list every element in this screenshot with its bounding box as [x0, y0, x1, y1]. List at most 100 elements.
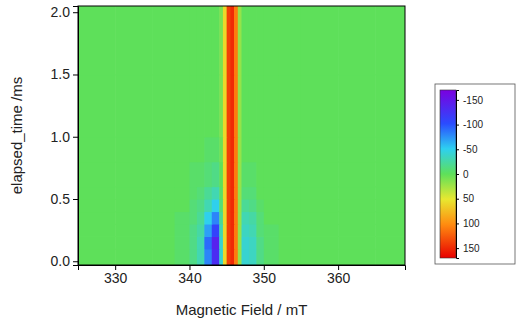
heatmap-cell [189, 224, 197, 237]
heatmap-cell [212, 211, 220, 224]
heatmap-cell [230, 187, 234, 200]
heatmap-cell [204, 162, 212, 188]
colorbar-tick: -100 [456, 119, 483, 130]
heatmap-cell [238, 187, 242, 200]
heatmap-cell [152, 211, 175, 224]
heatmap-cell [375, 162, 405, 188]
heatmap-cell [338, 249, 376, 265]
heatmap-cell [204, 211, 212, 224]
heatmap-cell [78, 249, 116, 265]
heatmap-cell [175, 224, 190, 237]
heatmap-cell [175, 199, 190, 212]
colorbar-axis-line [457, 91, 460, 259]
heatmap-cell [338, 211, 376, 224]
heatmap-cell [175, 211, 190, 224]
heatmap-cell [301, 137, 339, 163]
heatmap-cell [264, 236, 279, 249]
heatmap-cell [212, 199, 220, 212]
heatmap-cell [212, 236, 220, 249]
heatmap-cell [212, 249, 220, 265]
heatmap-cell [227, 74, 231, 137]
colorbar-axis: -150-100-50050100150 [456, 91, 483, 259]
heatmap-cell [279, 74, 302, 137]
heatmap-cell [375, 74, 405, 137]
heatmap-cell [238, 6, 242, 75]
heatmap-cell [204, 187, 212, 200]
heatmap-cell [234, 162, 238, 188]
heatmap-cell [230, 236, 234, 249]
heatmap-cell [242, 224, 250, 237]
heatmap-cell [301, 236, 339, 249]
x-axis: 330340350360 [79, 265, 406, 286]
colorbar-tick: -150 [456, 95, 483, 106]
heatmap-cell [338, 6, 376, 75]
heatmap-cell [175, 137, 190, 163]
heatmap-cell [234, 199, 238, 212]
heatmap-cell [204, 74, 212, 137]
heatmap-cell [264, 249, 279, 265]
heatmap-cell [301, 211, 339, 224]
heatmap-cell [256, 249, 264, 265]
heatmap-cell [234, 187, 238, 200]
heatmap-cell [238, 249, 242, 265]
heatmap-cell [204, 137, 212, 163]
heatmap-cell [223, 236, 227, 249]
y-tick-mark [73, 74, 78, 75]
heatmap-cell [219, 6, 223, 75]
heatmap-cell [78, 211, 116, 224]
heatmap-cell [375, 211, 405, 224]
heatmap-cell [227, 187, 231, 200]
heatmap-cell [78, 199, 116, 212]
y-tick-label: 2.0 [51, 4, 71, 20]
y-axis-line [73, 7, 79, 266]
y-tick: 2.0 [51, 4, 78, 20]
heatmap-cell [279, 199, 302, 212]
heatmap-cell [115, 199, 153, 212]
heatmap-cell [204, 236, 212, 249]
heatmap-cell [238, 137, 242, 163]
heatmap-cell [279, 137, 302, 163]
heatmap-cell [301, 162, 339, 188]
heatmap-cell [264, 211, 279, 224]
heatmap-cell [249, 211, 257, 224]
heatmap-cell [375, 187, 405, 200]
heatmap-cell [219, 187, 223, 200]
heatmap-cell [242, 6, 250, 75]
heatmap-cell [152, 249, 175, 265]
heatmap-cell [375, 236, 405, 249]
heatmap-cell [115, 162, 153, 188]
heatmap-cell [234, 236, 238, 249]
colorbar-tick-mark [456, 174, 459, 175]
heatmap-cell [204, 224, 212, 237]
heatmap-cell [242, 137, 250, 163]
heatmap-cell [249, 162, 257, 188]
heatmap-cell [238, 162, 242, 188]
heatmap-cell [189, 211, 197, 224]
heatmap-cell [249, 137, 257, 163]
heatmap-cell [175, 236, 190, 249]
heatmap-cell [212, 137, 220, 163]
heatmap-cell [301, 224, 339, 237]
plot-frame [78, 6, 405, 265]
colorbar-tick: 100 [456, 218, 480, 229]
heatmap-cell [219, 162, 223, 188]
heatmap-cell [256, 236, 264, 249]
colorbar-tick-label: -150 [463, 95, 483, 106]
colorbar-tick-label: -50 [463, 144, 478, 155]
heatmap-cell [301, 187, 339, 200]
heatmap-cell [212, 187, 220, 200]
y-tick-mark [73, 12, 78, 13]
heatmap-cell [212, 6, 220, 75]
colorbar-tick-mark [456, 100, 459, 101]
heatmap-cell [242, 236, 250, 249]
y-tick-label: 0.5 [51, 191, 71, 207]
heatmap-cell [223, 6, 227, 75]
x-axis-title: Magnetic Field / mT [176, 301, 308, 318]
heatmap-cell [238, 236, 242, 249]
heatmap-cell [242, 199, 250, 212]
heatmap-cell [264, 162, 279, 188]
heatmap-cell [230, 199, 234, 212]
heatmap-cell [219, 249, 223, 265]
heatmap-cell [230, 162, 234, 188]
heatmap-cell [249, 187, 257, 200]
